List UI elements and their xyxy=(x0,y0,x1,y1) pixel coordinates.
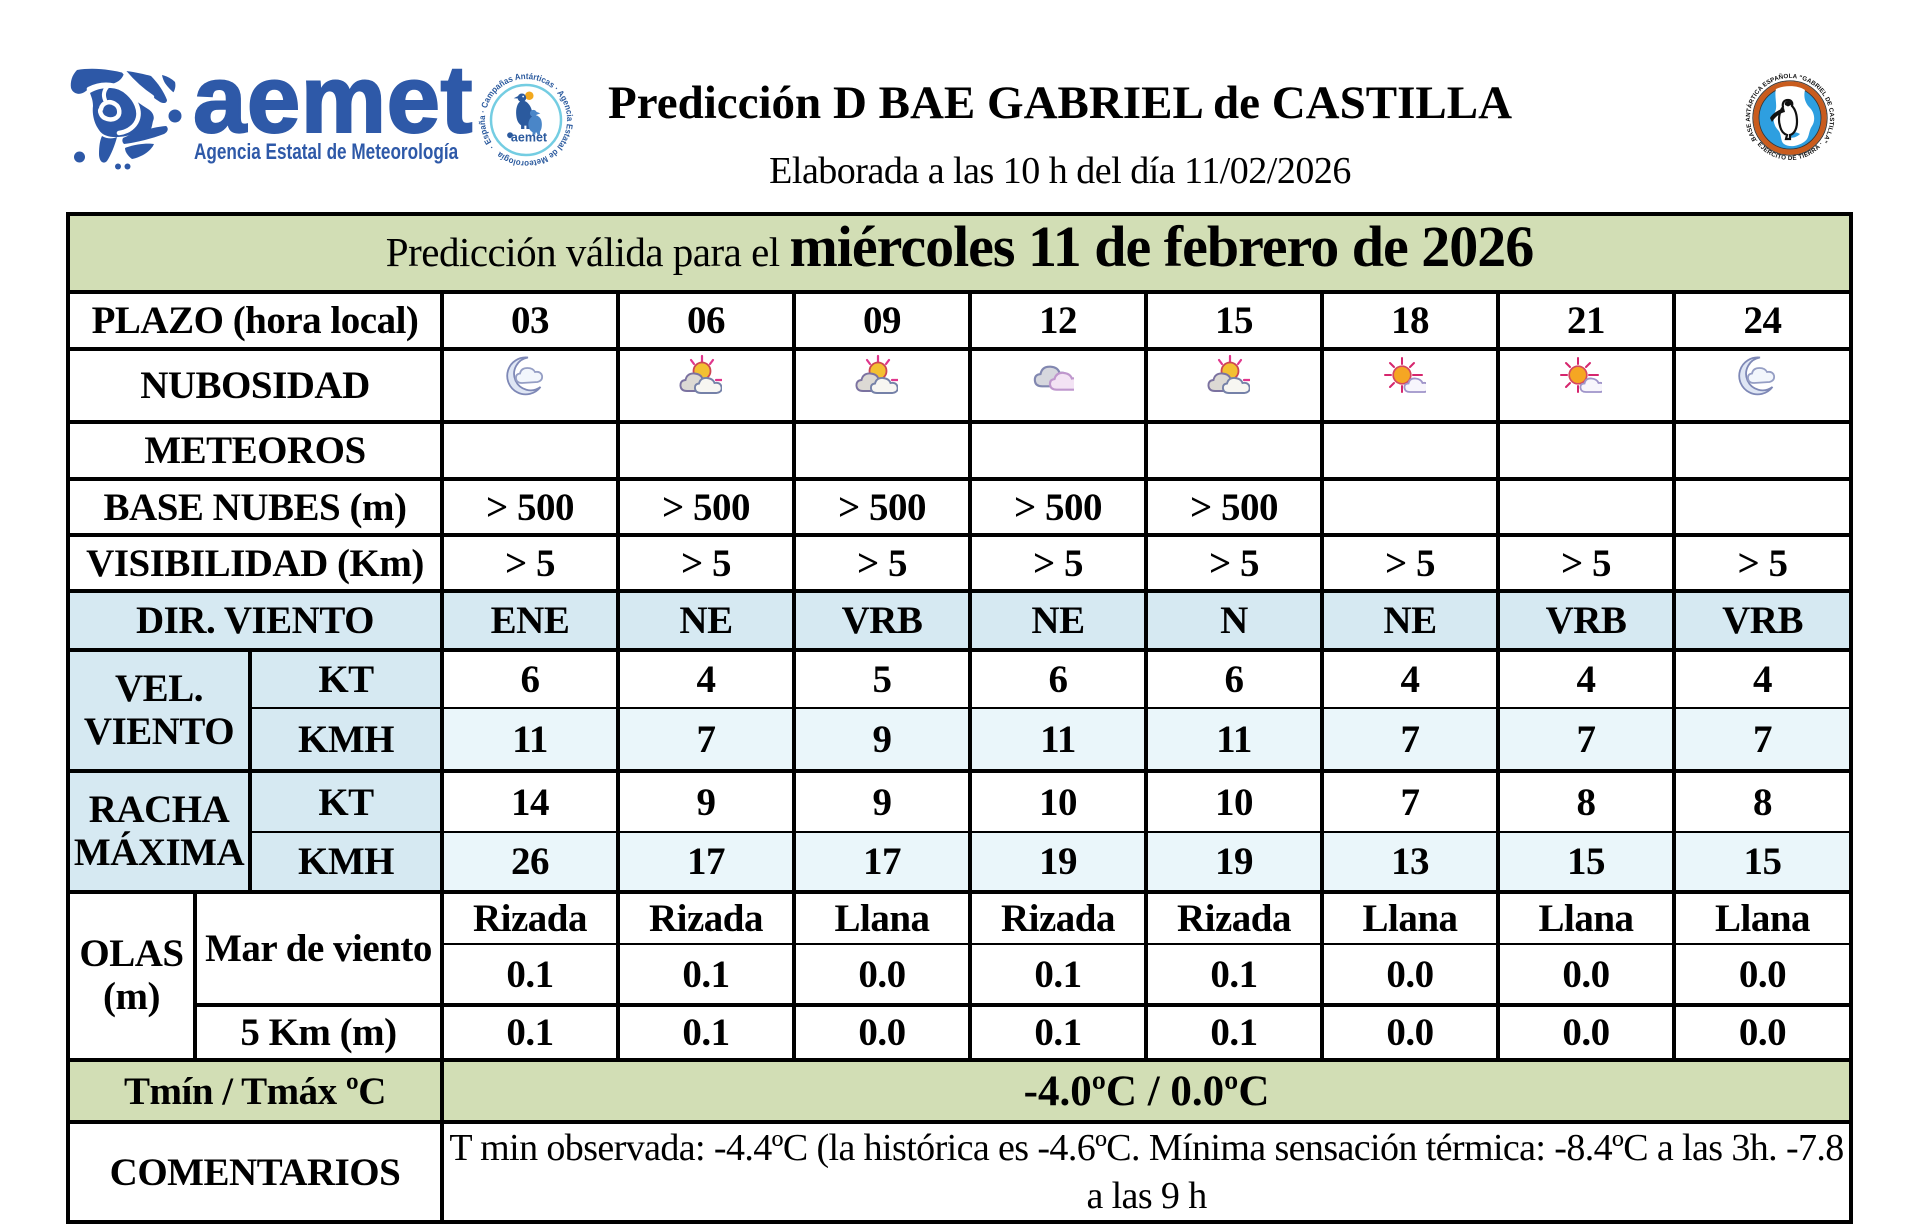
svg-text:aemet: aemet xyxy=(511,131,548,145)
